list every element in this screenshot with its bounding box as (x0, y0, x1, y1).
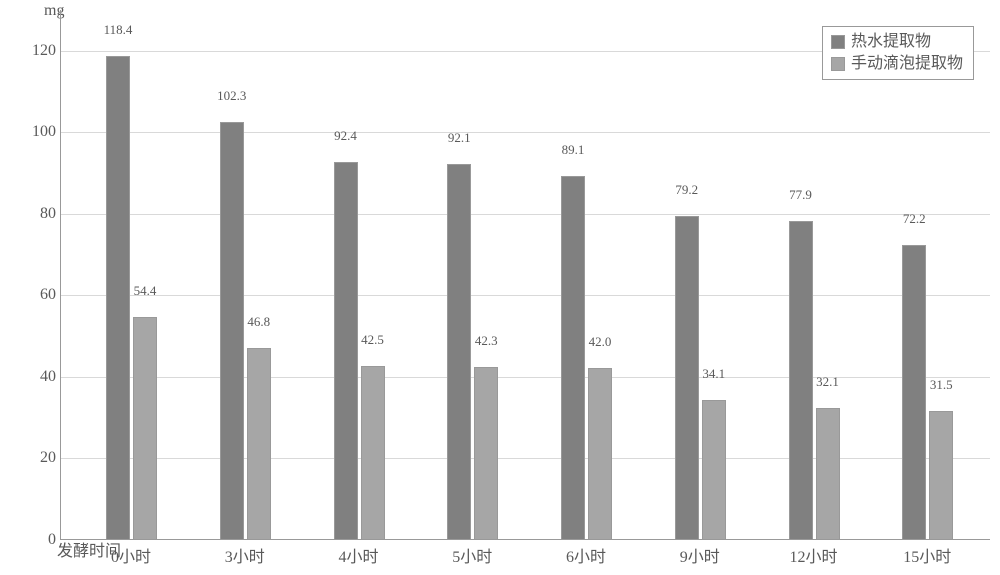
x-axis-label: 发酵时间 (57, 537, 121, 561)
x-tick-label: 15小时 (877, 543, 977, 567)
gridline (61, 295, 990, 296)
x-tick-label: 3小时 (195, 543, 295, 567)
value-label: 42.0 (575, 334, 625, 350)
value-label: 79.2 (662, 182, 712, 198)
y-tick-label: 80 (21, 205, 56, 223)
bar-series-2 (588, 368, 612, 539)
x-tick-label: 6小时 (536, 543, 636, 567)
value-label: 54.4 (120, 283, 170, 299)
x-tick-label: 4小时 (309, 543, 409, 567)
value-label: 102.3 (207, 88, 257, 104)
legend-swatch-icon (831, 57, 845, 71)
legend-label: 手动滴泡提取物 (851, 53, 963, 75)
bar-series-1 (561, 176, 585, 539)
gridline (61, 458, 990, 459)
bar-series-2 (702, 400, 726, 539)
legend-item: 手动滴泡提取物 (831, 53, 963, 75)
bar-series-1 (334, 162, 358, 539)
legend: 热水提取物 手动滴泡提取物 (822, 26, 974, 80)
gridline (61, 132, 990, 133)
bar-series-2 (247, 348, 271, 539)
bar-series-2 (361, 366, 385, 539)
x-tick-label: 9小时 (650, 543, 750, 567)
value-label: 46.8 (234, 314, 284, 330)
value-label: 31.5 (916, 377, 966, 393)
value-label: 42.5 (348, 332, 398, 348)
y-tick-label: 20 (21, 449, 56, 467)
y-tick-label: 60 (21, 286, 56, 304)
chart-plot-area: 020406080100120 118.454.40小时102.346.83小时… (60, 10, 990, 540)
value-label: 89.1 (548, 142, 598, 158)
legend-swatch-icon (831, 35, 845, 49)
value-label: 34.1 (689, 366, 739, 382)
value-label: 118.4 (93, 22, 143, 38)
bar-series-2 (474, 367, 498, 539)
value-label: 92.4 (321, 128, 371, 144)
bar-series-1 (447, 164, 471, 539)
value-label: 92.1 (434, 130, 484, 146)
value-label: 72.2 (889, 211, 939, 227)
x-tick-label: 5小时 (422, 543, 522, 567)
y-tick-label: 40 (21, 368, 56, 386)
value-label: 42.3 (461, 333, 511, 349)
y-tick-label: 120 (21, 42, 56, 60)
bar-series-2 (816, 408, 840, 539)
legend-label: 热水提取物 (851, 31, 931, 53)
value-label: 77.9 (776, 187, 826, 203)
value-label: 32.1 (803, 374, 853, 390)
bar-series-1 (220, 122, 244, 539)
legend-item: 热水提取物 (831, 31, 963, 53)
bar-series-2 (133, 317, 157, 539)
bar-series-2 (929, 411, 953, 539)
x-tick-label: 12小时 (764, 543, 864, 567)
gridline (61, 214, 990, 215)
y-tick-label: 0 (21, 531, 56, 549)
y-tick-label: 100 (21, 123, 56, 141)
